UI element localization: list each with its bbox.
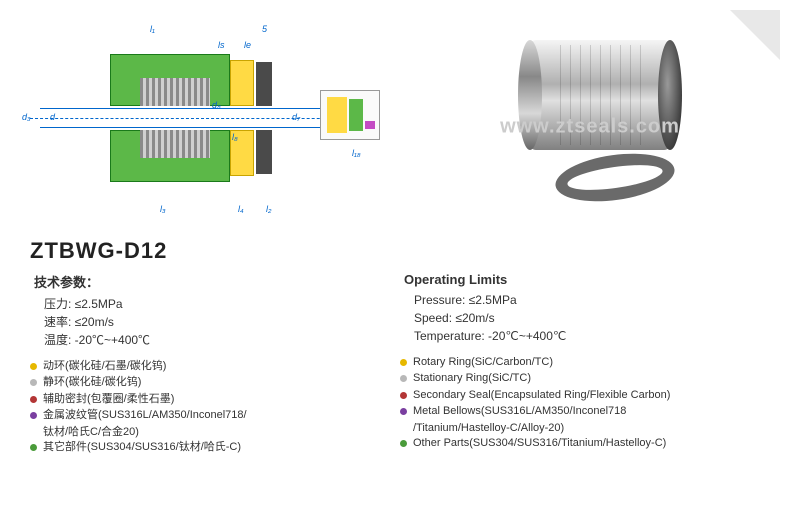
column-chinese: 技术参数： 压力: ≤2.5MPa 速率: ≤20m/s 温度: -20℃~+4… (30, 266, 400, 456)
material-item: 动环(碳化硅/石墨/碳化钨) (30, 359, 380, 374)
dim-d3: d₃ (22, 112, 31, 122)
dim-l1: l₁ (150, 24, 155, 34)
dim-le: le (244, 40, 251, 50)
material-text: Stationary Ring(SiC/TC) (413, 371, 750, 386)
bullet-icon (30, 379, 37, 386)
dim-d: d (50, 112, 55, 122)
top-row: l₁ 5 ls le d₃ d d₈ d₇ l₈ l₁₈ l₃ l₄ l₂ ww… (0, 0, 800, 230)
schematic: l₁ 5 ls le d₃ d d₈ d₇ l₈ l₁₈ l₃ l₄ l₂ (20, 20, 390, 220)
bullet-icon (400, 392, 407, 399)
material-item: 静环(碳化硅/碳化钨) (30, 375, 380, 390)
dim-5: 5 (262, 24, 267, 34)
material-item: Other Parts(SUS304/SUS316/Titanium/Haste… (400, 436, 750, 451)
engineering-diagram: l₁ 5 ls le d₃ d d₈ d₇ l₈ l₁₈ l₃ l₄ l₂ (20, 10, 400, 230)
material-text: 辅助密封(包覆圈/柔性石墨) (43, 392, 380, 407)
materials-list-en: Rotary Ring(SiC/Carbon/TC)Stationary Rin… (400, 355, 750, 451)
dim-d7: d₇ (292, 112, 300, 122)
material-item: Rotary Ring(SiC/Carbon/TC) (400, 355, 750, 370)
speed-en: Speed: ≤20m/s (400, 309, 750, 327)
material-item: Secondary Seal(Encapsulated Ring/Flexibl… (400, 388, 750, 403)
temp-cn: 温度: -20℃~+400℃ (30, 331, 380, 349)
dim-l3: l₃ (160, 204, 166, 214)
materials-list-cn: 动环(碳化硅/石墨/碳化钨)静环(碳化硅/碳化钨) 辅助密封(包覆圈/柔性石墨)金… (30, 359, 380, 455)
material-text: Rotary Ring(SiC/Carbon/TC) (413, 355, 750, 370)
dim-ls: ls (218, 40, 225, 50)
dim-d8: d₈ (212, 100, 221, 110)
material-text: Metal Bellows(SUS316L/AM350/Inconel718 (413, 404, 750, 419)
params-head-en: Operating Limits (404, 272, 750, 287)
material-text: 金属波纹管(SUS316L/AM350/Inconel718/ (43, 408, 380, 423)
speed-cn: 速率: ≤20m/s (30, 313, 380, 331)
bullet-icon (400, 440, 407, 447)
watermark-text: www.ztseals.com (500, 115, 680, 138)
column-english: Operating Limits Pressure: ≤2.5MPa Speed… (400, 266, 770, 456)
content-row: 技术参数： 压力: ≤2.5MPa 速率: ≤20m/s 温度: -20℃~+4… (0, 266, 800, 456)
bullet-icon (400, 359, 407, 366)
material-text: 其它部件(SUS304/SUS316/钛材/哈氏-C) (43, 440, 380, 455)
dim-l4: l₄ (238, 204, 244, 214)
dim-l18: l₁₈ (352, 148, 361, 158)
bullet-icon (30, 396, 37, 403)
bullet-icon (30, 363, 37, 370)
material-item: 辅助密封(包覆圈/柔性石墨) (30, 392, 380, 407)
material-text: 静环(碳化硅/碳化钨) (43, 375, 380, 390)
product-photo: www.ztseals.com (400, 10, 780, 230)
pressure-en: Pressure: ≤2.5MPa (400, 291, 750, 309)
material-item: 金属波纹管(SUS316L/AM350/Inconel718/ (30, 408, 380, 423)
temp-en: Temperature: -20℃~+400℃ (400, 327, 750, 345)
bullet-icon (30, 444, 37, 451)
dim-l8: l₈ (232, 132, 238, 142)
pressure-cn: 压力: ≤2.5MPa (30, 295, 380, 313)
material-continuation: /Titanium/Hastelloy-C/Alloy-20) (400, 421, 750, 436)
material-text: 动环(碳化硅/石墨/碳化钨) (43, 359, 380, 374)
model-title: ZTBWG-D12 (30, 238, 800, 264)
dim-l2: l₂ (266, 204, 271, 214)
material-item: Stationary Ring(SiC/TC) (400, 371, 750, 386)
bullet-icon (400, 375, 407, 382)
bullet-icon (400, 408, 407, 415)
material-text: Secondary Seal(Encapsulated Ring/Flexibl… (413, 388, 750, 403)
corner-triangle-icon (730, 10, 780, 60)
material-text: Other Parts(SUS304/SUS316/Titanium/Haste… (413, 436, 750, 451)
bullet-icon (30, 412, 37, 419)
material-continuation: 钛材/哈氏C/合金20) (30, 425, 380, 440)
material-item: 其它部件(SUS304/SUS316/钛材/哈氏-C) (30, 440, 380, 455)
params-head-cn: 技术参数： (34, 272, 380, 291)
material-item: Metal Bellows(SUS316L/AM350/Inconel718 (400, 404, 750, 419)
